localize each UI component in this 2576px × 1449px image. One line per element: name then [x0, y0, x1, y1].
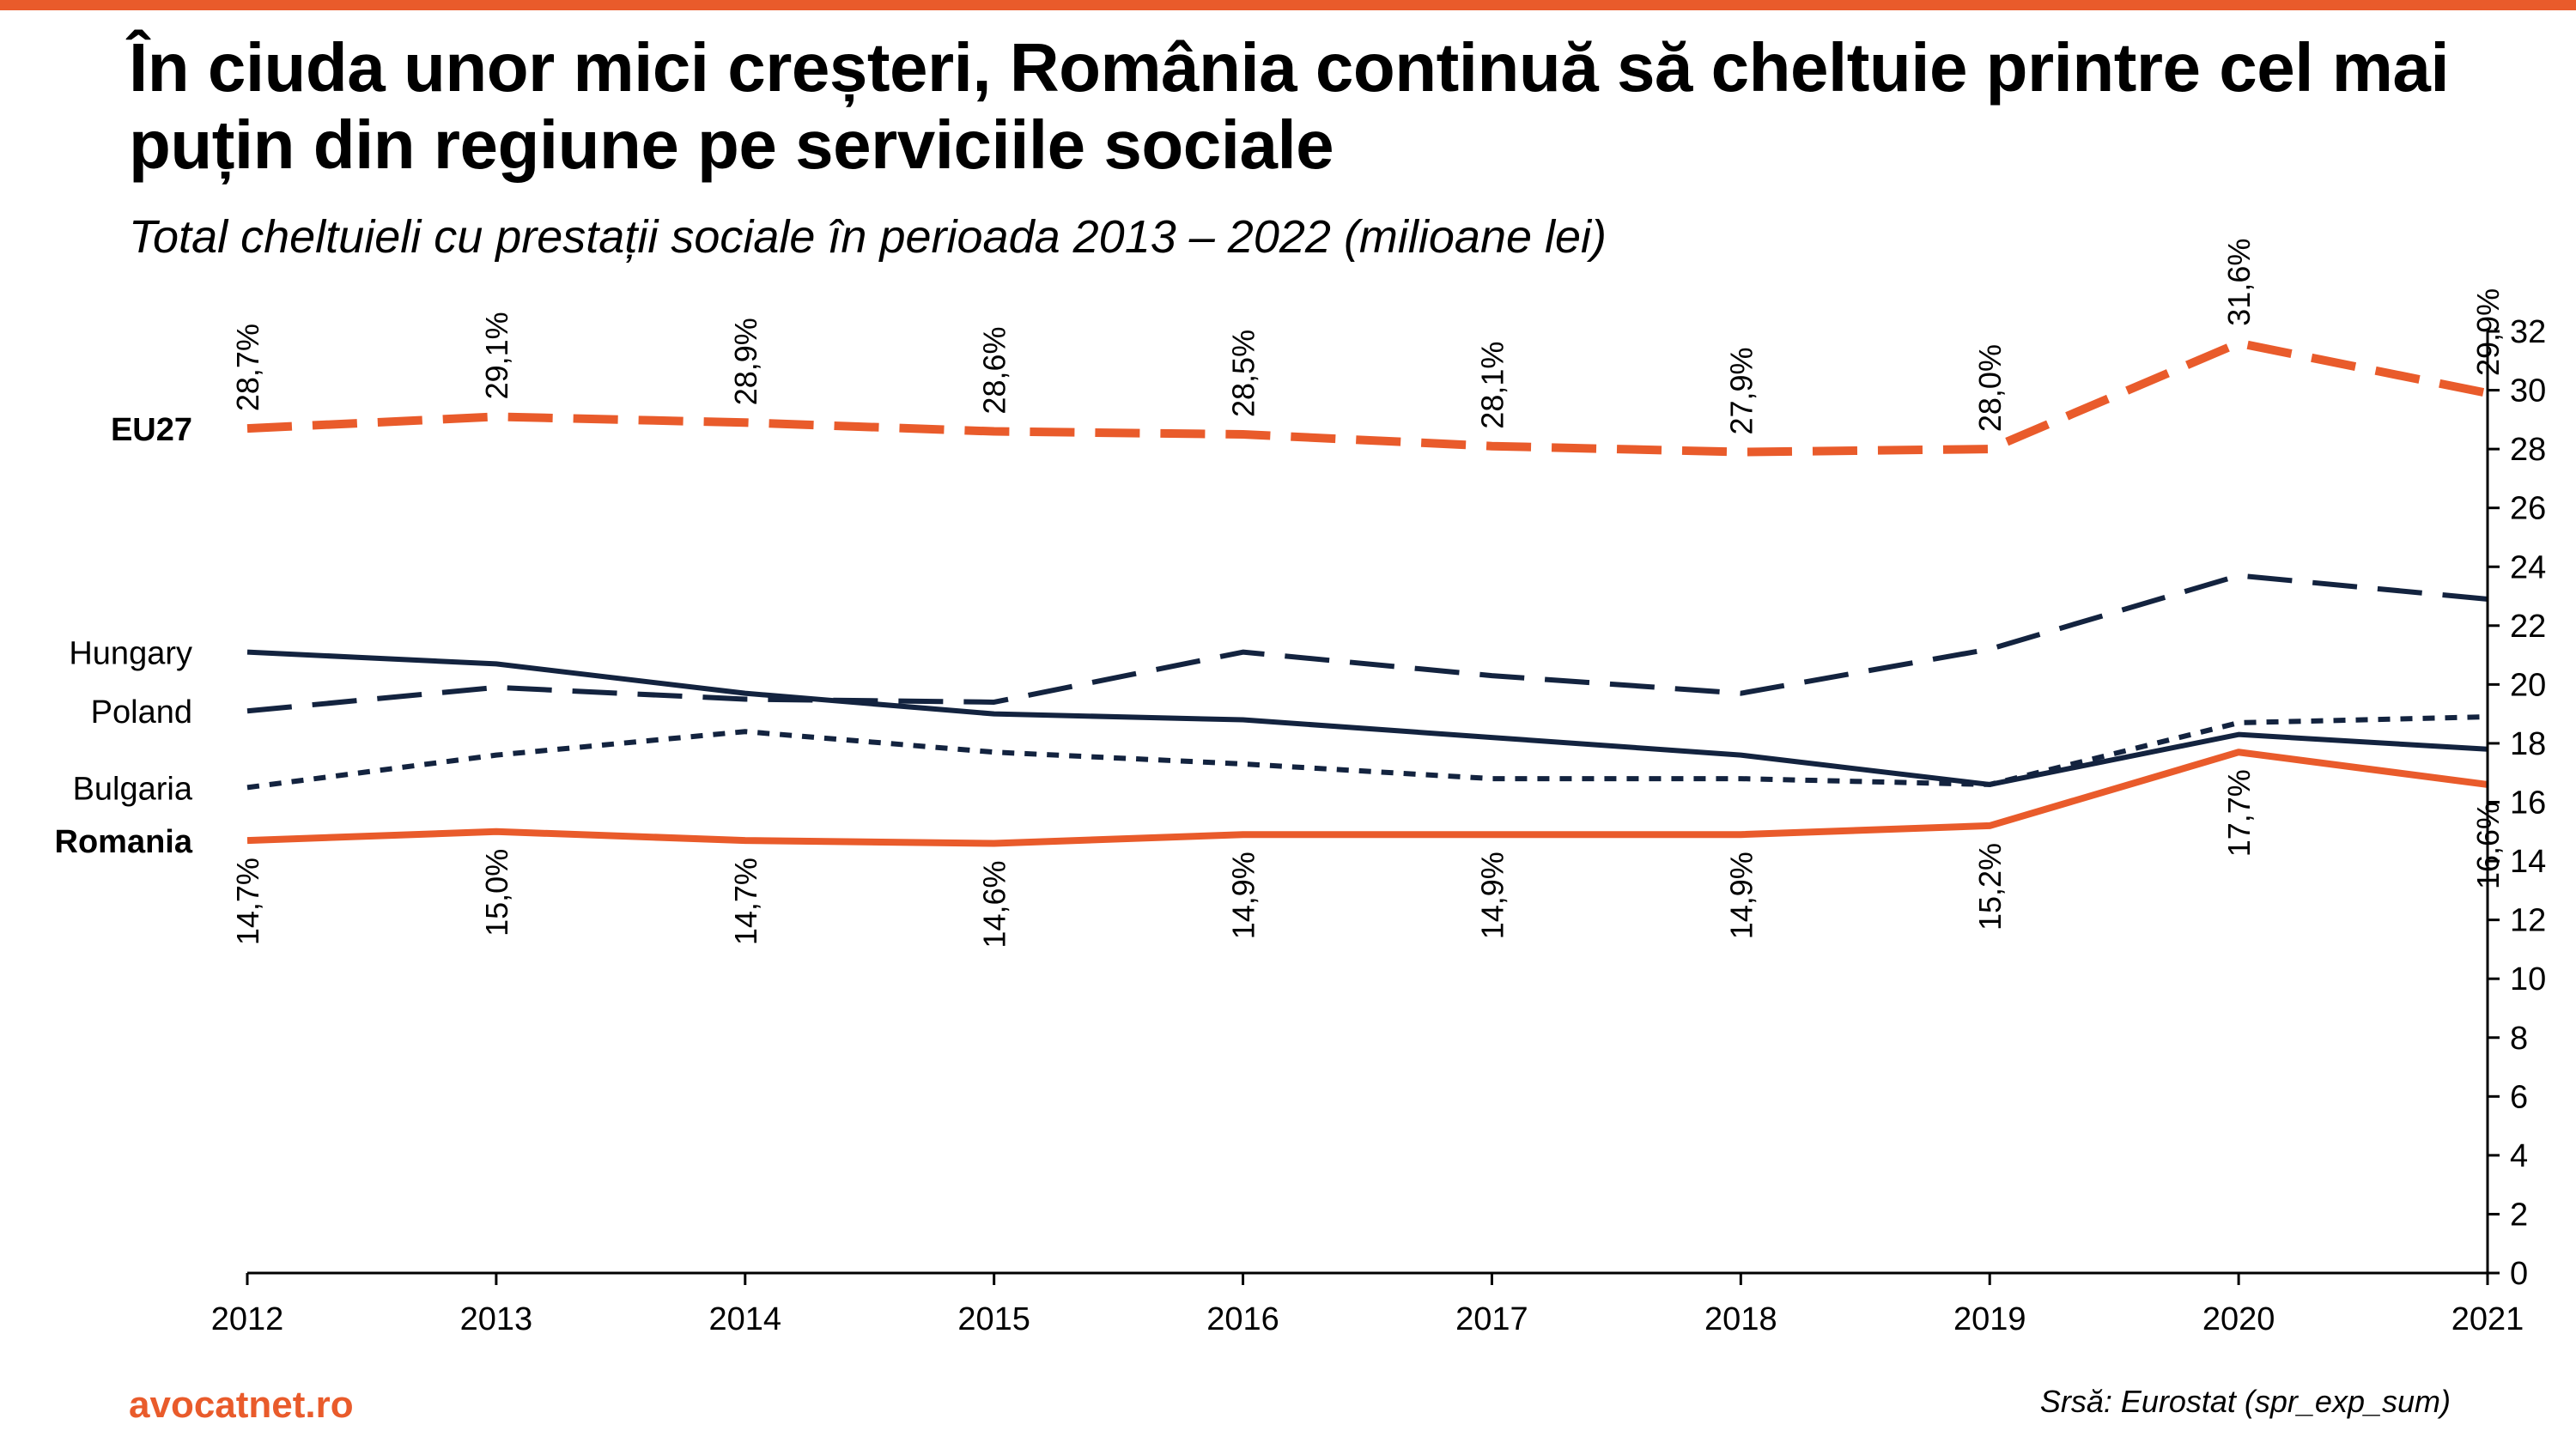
series-name-bulgaria: Bulgaria: [73, 771, 193, 807]
data-label-eu27: 27,9%: [1723, 347, 1759, 434]
x-tick-label: 2019: [1953, 1301, 2026, 1337]
y-tick-label: 6: [2510, 1079, 2528, 1115]
data-label-eu27: 28,7%: [230, 324, 265, 411]
data-label-eu27: 28,1%: [1474, 342, 1510, 429]
series-line-bulgaria: [246, 714, 2488, 791]
series-line-hungary: [246, 649, 2488, 787]
data-label-eu27: 28,0%: [1972, 344, 2008, 432]
x-tick-label: 2013: [460, 1301, 533, 1337]
series-line-poland: [246, 573, 2488, 714]
data-label-romania: 14,6%: [977, 860, 1012, 948]
series-line-romania: [246, 749, 2488, 847]
data-label-romania: 15,0%: [479, 849, 514, 937]
source-note: Srsă: Eurostat (spr_exp_sum): [2039, 1384, 2451, 1419]
y-tick-label: 32: [2510, 314, 2546, 350]
y-tick-label: 8: [2510, 1021, 2528, 1057]
y-tick-label: 24: [2510, 549, 2546, 585]
series-name-layer: EU27 Hungary Poland Bulgaria Romania: [55, 412, 193, 860]
y-tick-label: 18: [2510, 726, 2546, 762]
data-label-eu27: 28,6%: [977, 326, 1012, 414]
chart-subtitle: Total cheltuieli cu prestații sociale în…: [129, 211, 1607, 263]
data-label-eu27: 29,1%: [479, 312, 514, 399]
data-label-romania: 14,7%: [728, 858, 763, 945]
y-tick-label: 2: [2510, 1197, 2528, 1233]
data-label-romania: 14,9%: [1723, 852, 1759, 939]
brand-logo-text[interactable]: avocatnet.ro: [129, 1384, 354, 1426]
x-tick-label: 2014: [709, 1301, 782, 1337]
data-label-romania: 14,9%: [1226, 852, 1261, 939]
y-tick-label: 4: [2510, 1138, 2528, 1174]
data-label-eu27: 28,5%: [1226, 330, 1261, 417]
data-label-romania: 16,6%: [2470, 802, 2506, 889]
data-label-layer: 28,7% 29,1% 28,9% 28,6% 28,5% 28,1% 27,9% 28,0%…: [230, 239, 2506, 949]
y-tick-label: 22: [2510, 609, 2546, 645]
series-name-eu27: EU27: [111, 412, 192, 448]
y-tick-label: 0: [2510, 1256, 2528, 1292]
data-label-romania: 14,7%: [230, 858, 265, 945]
data-label-eu27: 29,9%: [2470, 288, 2506, 376]
top-accent-bar: [0, 0, 2576, 10]
data-label-romania: 17,7%: [2221, 769, 2257, 857]
series-line-eu27: [246, 338, 2488, 457]
data-label-eu27: 31,6%: [2221, 239, 2257, 326]
data-label-romania: 14,9%: [1474, 852, 1510, 939]
chart-title: În ciuda unor mici creșteri, România con…: [129, 29, 2450, 183]
x-tick-label: 2015: [957, 1301, 1030, 1337]
x-tick-label: 2012: [211, 1301, 284, 1337]
axis-layer: 2012 2013 2014 2015 2016 2017 2018 2019 2020 2021…: [211, 314, 2547, 1337]
x-tick-label: 2017: [1455, 1301, 1528, 1337]
x-tick-label: 2016: [1206, 1301, 1279, 1337]
y-tick-label: 28: [2510, 432, 2546, 468]
x-tick-label: 2021: [2451, 1301, 2524, 1337]
y-tick-label: 10: [2510, 961, 2546, 997]
y-tick-label: 26: [2510, 491, 2546, 527]
y-tick-label: 14: [2510, 844, 2546, 880]
y-tick-label: 30: [2510, 373, 2546, 409]
y-tick-label: 12: [2510, 903, 2546, 939]
y-tick-label: 16: [2510, 785, 2546, 822]
series-name-romania: Romania: [55, 824, 193, 860]
data-label-eu27: 28,9%: [728, 318, 763, 405]
y-tick-label: 20: [2510, 667, 2546, 703]
x-tick-label: 2018: [1704, 1301, 1777, 1337]
data-label-romania: 15,2%: [1972, 843, 2008, 931]
series-name-poland: Poland: [91, 694, 192, 731]
series-name-hungary: Hungary: [69, 636, 192, 672]
series-layer: [246, 338, 2488, 847]
x-tick-label: 2020: [2202, 1301, 2275, 1337]
